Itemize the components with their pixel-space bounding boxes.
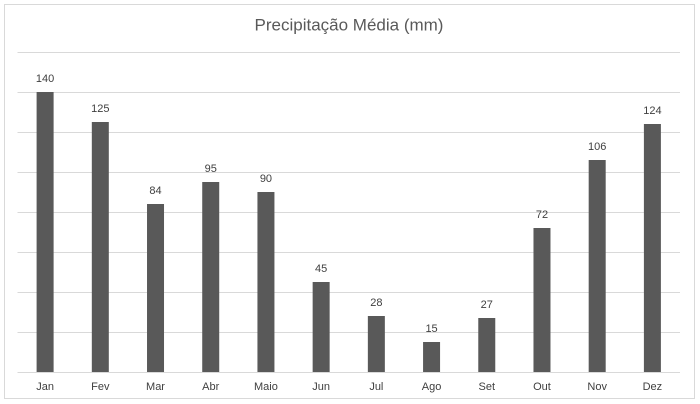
value-label: 28	[370, 297, 382, 309]
bar	[643, 124, 661, 372]
x-tick-label: Out	[533, 381, 551, 393]
value-label: 15	[425, 323, 437, 335]
bar	[202, 182, 220, 372]
bar	[478, 318, 496, 372]
value-label: 90	[260, 173, 272, 185]
bar	[312, 282, 330, 372]
bar	[36, 92, 54, 372]
x-tick-label: Jan	[36, 381, 54, 393]
bar	[257, 192, 275, 372]
bar	[367, 316, 385, 372]
x-tick-label: Ago	[422, 381, 442, 393]
value-label: 106	[588, 141, 606, 153]
x-tick-label: Dez	[643, 381, 663, 393]
value-label: 72	[536, 209, 548, 221]
bar	[91, 122, 109, 372]
bar	[147, 204, 165, 372]
value-label: 84	[149, 185, 161, 197]
x-tick-label: Jul	[369, 381, 383, 393]
x-tick-label: Set	[479, 381, 496, 393]
bar	[588, 160, 606, 372]
x-tick-label: Maio	[254, 381, 278, 393]
x-tick-label: Abr	[202, 381, 219, 393]
value-label: 27	[481, 299, 493, 311]
bar	[423, 342, 441, 372]
chart-title: Precipitação Média (mm)	[255, 15, 444, 34]
bar	[533, 228, 551, 372]
value-label: 45	[315, 263, 327, 275]
x-tick-label: Nov	[587, 381, 607, 393]
value-label: 124	[643, 105, 661, 117]
x-tick-label: Jun	[312, 381, 330, 393]
x-tick-label: Fev	[91, 381, 110, 393]
value-label: 125	[91, 103, 109, 115]
value-label: 95	[205, 163, 217, 175]
value-label: 140	[36, 73, 54, 85]
x-tick-label: Mar	[146, 381, 165, 393]
